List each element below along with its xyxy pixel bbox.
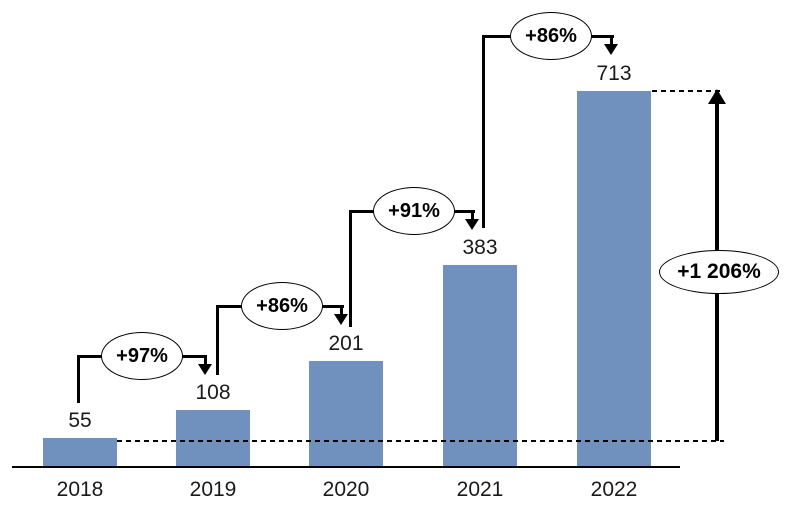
total-growth-oval: +1 206% <box>659 250 779 294</box>
growth-oval-2020-2021: +91% <box>373 187 455 235</box>
value-label-2021: 383 <box>462 236 498 259</box>
bar-2019 <box>176 410 250 467</box>
bar-2018 <box>43 438 117 467</box>
connector-2-vertical-to-target <box>340 305 343 315</box>
value-label-2019: 108 <box>195 381 231 404</box>
connector-2-arrowhead-icon <box>334 314 348 325</box>
baseline-dashed-reference-line <box>117 440 724 442</box>
growth-oval-2018-2019: +97% <box>101 332 183 380</box>
total-growth-arrowhead-icon <box>708 89 726 104</box>
growth-oval-2019-2020: +86% <box>241 282 323 330</box>
x-label-2018: 2018 <box>56 478 104 501</box>
bar-2022 <box>577 91 651 467</box>
connector-2-vertical-from-source <box>216 305 219 375</box>
growth-oval-2021-2022: +86% <box>510 12 592 60</box>
value-label-2018: 55 <box>68 409 92 432</box>
value-label-2020: 201 <box>328 332 364 355</box>
bar-2021 <box>443 265 517 467</box>
x-label-2021: 2021 <box>456 478 504 501</box>
connector-3-vertical-to-target <box>471 210 474 220</box>
x-label-2022: 2022 <box>590 478 638 501</box>
x-label-2019: 2019 <box>189 478 237 501</box>
connector-1-arrowhead-icon <box>198 364 212 375</box>
connector-3-vertical-from-source <box>349 210 352 327</box>
x-axis-line <box>12 466 680 468</box>
connector-4-vertical-to-target <box>610 35 613 45</box>
x-label-2020: 2020 <box>322 478 370 501</box>
connector-4-vertical-from-source <box>482 35 485 228</box>
top-dashed-reference-line <box>652 90 724 92</box>
connector-1-vertical-to-target <box>204 355 207 365</box>
connector-4-arrowhead-icon <box>604 44 618 55</box>
connector-1-vertical-from-source <box>77 355 80 403</box>
connector-3-arrowhead-icon <box>465 219 479 230</box>
bar-2020 <box>309 361 383 467</box>
value-label-2022: 713 <box>596 62 632 85</box>
